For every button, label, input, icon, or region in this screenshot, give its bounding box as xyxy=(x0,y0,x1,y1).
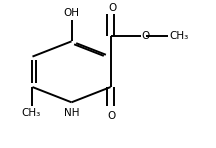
Text: OH: OH xyxy=(64,8,79,18)
Text: NH: NH xyxy=(64,108,79,118)
Text: CH₃: CH₃ xyxy=(170,30,189,41)
Text: CH₃: CH₃ xyxy=(22,108,41,118)
Text: O: O xyxy=(142,30,150,41)
Text: O: O xyxy=(109,3,117,13)
Text: O: O xyxy=(108,111,116,121)
